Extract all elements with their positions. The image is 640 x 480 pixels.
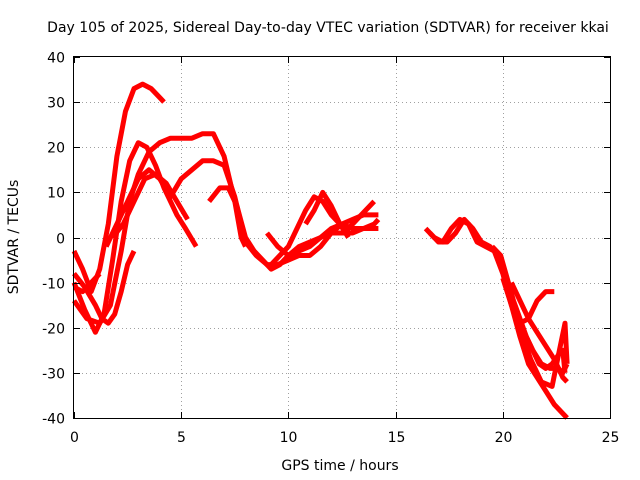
y-tick-label: 0 xyxy=(56,232,65,248)
y-tick-label: -10 xyxy=(42,277,65,293)
series-line-track-7 xyxy=(110,171,190,240)
y-tick-label: -40 xyxy=(42,412,65,428)
series-layer xyxy=(71,81,570,420)
series-line-track-2 xyxy=(71,140,199,335)
x-axis-label: GPS time / hours xyxy=(281,458,398,474)
plot-frame xyxy=(73,56,611,419)
series-line-track-11 xyxy=(303,189,351,239)
x-tick-label: 15 xyxy=(388,430,406,446)
series-line-track-5 xyxy=(72,271,102,295)
y-tick-label: 40 xyxy=(47,51,65,67)
series-line-track-9 xyxy=(269,194,377,267)
series-line-track-4 xyxy=(72,249,137,326)
series-line-track-10 xyxy=(265,217,381,258)
grid-layer xyxy=(74,57,610,418)
series-line-track-1 xyxy=(71,81,166,295)
chart-title: Day 105 of 2025, Sidereal Day-to-day VTE… xyxy=(47,20,609,36)
y-tick-label: 20 xyxy=(47,141,65,157)
y-axis-label: SDTVAR / TECUs xyxy=(6,180,22,295)
x-tick-label: 10 xyxy=(280,430,298,446)
series-line-track-16 xyxy=(506,290,570,389)
tick-layer: 0 5 10 15 20 25 -40 -30 -20 -10 0 10 20 30 40 xyxy=(42,51,619,447)
y-tick-label: -30 xyxy=(42,367,65,383)
x-tick-label: 5 xyxy=(177,430,186,446)
y-tick-label: -20 xyxy=(42,322,65,338)
x-tick-label: 20 xyxy=(495,430,513,446)
y-tick-label: 10 xyxy=(47,186,65,202)
x-tick-label: 0 xyxy=(70,430,79,446)
y-tick-label: 30 xyxy=(47,96,65,112)
series-line-track-17 xyxy=(509,281,569,384)
x-tick-label: 25 xyxy=(602,430,620,446)
